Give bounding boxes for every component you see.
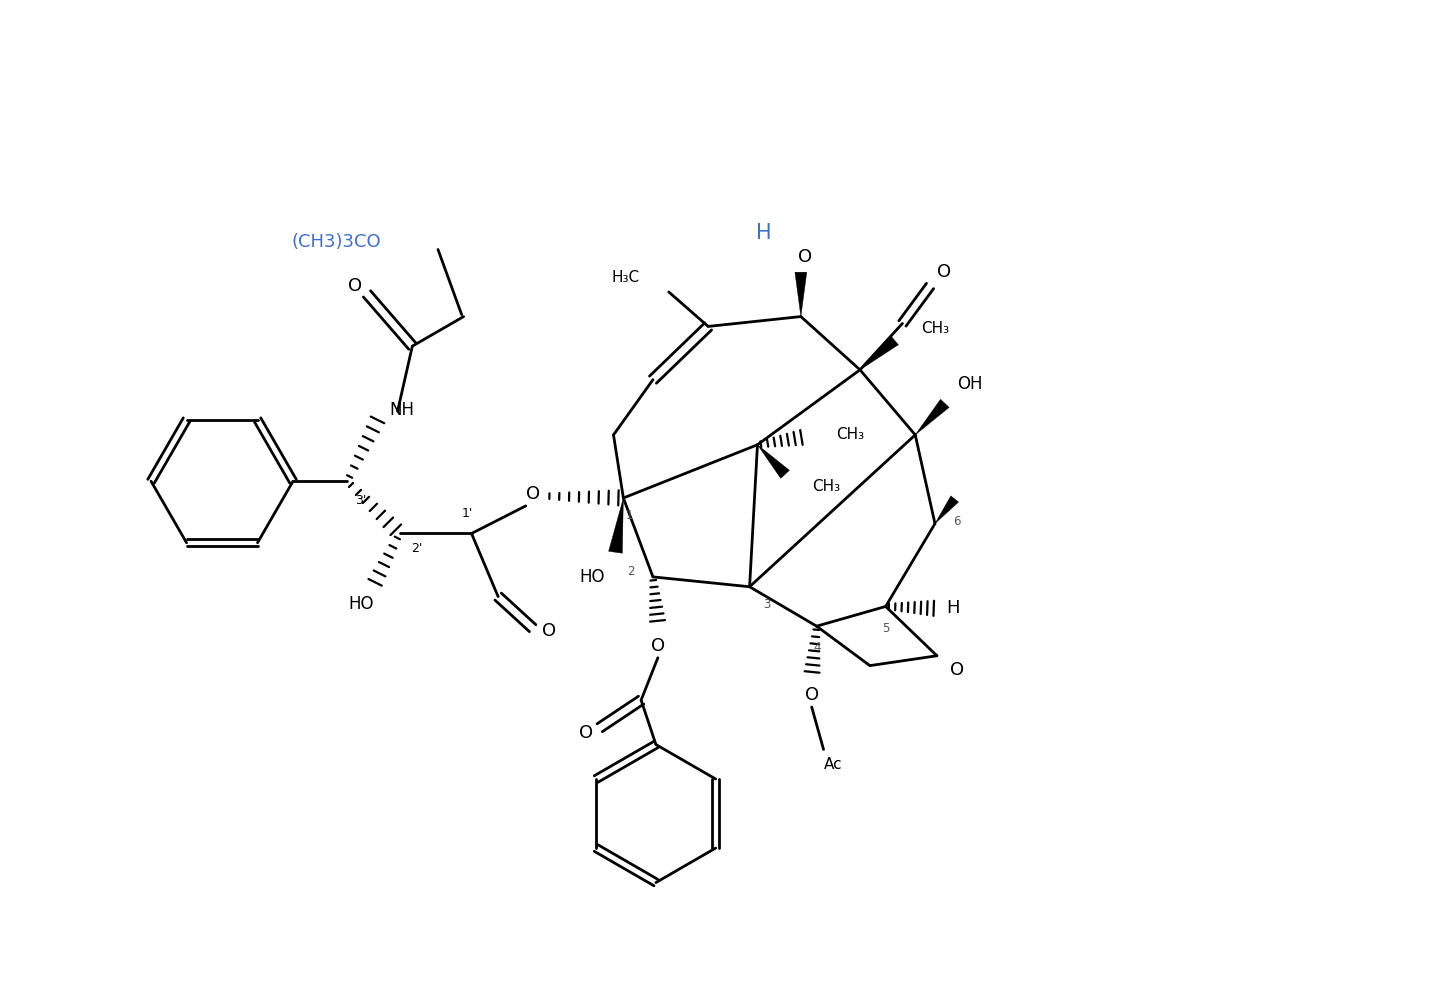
Text: O: O (543, 622, 556, 640)
Text: Ac: Ac (824, 757, 842, 772)
Text: O: O (651, 636, 665, 655)
Polygon shape (757, 445, 789, 478)
Polygon shape (860, 336, 899, 370)
Text: O: O (348, 277, 363, 295)
Text: O: O (798, 248, 812, 266)
Text: HO: HO (579, 568, 605, 586)
Text: 5: 5 (881, 622, 890, 634)
Text: 4: 4 (814, 641, 821, 654)
Polygon shape (609, 498, 624, 553)
Polygon shape (795, 272, 806, 317)
Text: O: O (579, 724, 593, 742)
Text: 3': 3' (356, 494, 367, 507)
Text: H: H (946, 600, 959, 618)
Text: HO: HO (348, 596, 374, 614)
Text: CH₃: CH₃ (837, 427, 864, 442)
Text: 6: 6 (953, 515, 960, 528)
Text: (CH3)3CO: (CH3)3CO (291, 233, 380, 251)
Text: O: O (937, 263, 950, 281)
Polygon shape (916, 399, 949, 435)
Text: CH₃: CH₃ (922, 321, 949, 336)
Text: 2: 2 (628, 566, 635, 579)
Text: H: H (756, 223, 772, 243)
Text: 1': 1' (462, 507, 474, 520)
Text: O: O (949, 660, 963, 678)
Text: OH: OH (956, 374, 982, 392)
Text: NH: NH (389, 401, 415, 419)
Polygon shape (935, 496, 959, 524)
Text: CH₃: CH₃ (812, 479, 840, 494)
Text: 1: 1 (625, 509, 634, 522)
Text: 3: 3 (763, 598, 770, 611)
Text: O: O (526, 485, 540, 503)
Text: 2': 2' (412, 542, 423, 555)
Text: O: O (805, 686, 819, 704)
Text: H₃C: H₃C (611, 270, 639, 285)
